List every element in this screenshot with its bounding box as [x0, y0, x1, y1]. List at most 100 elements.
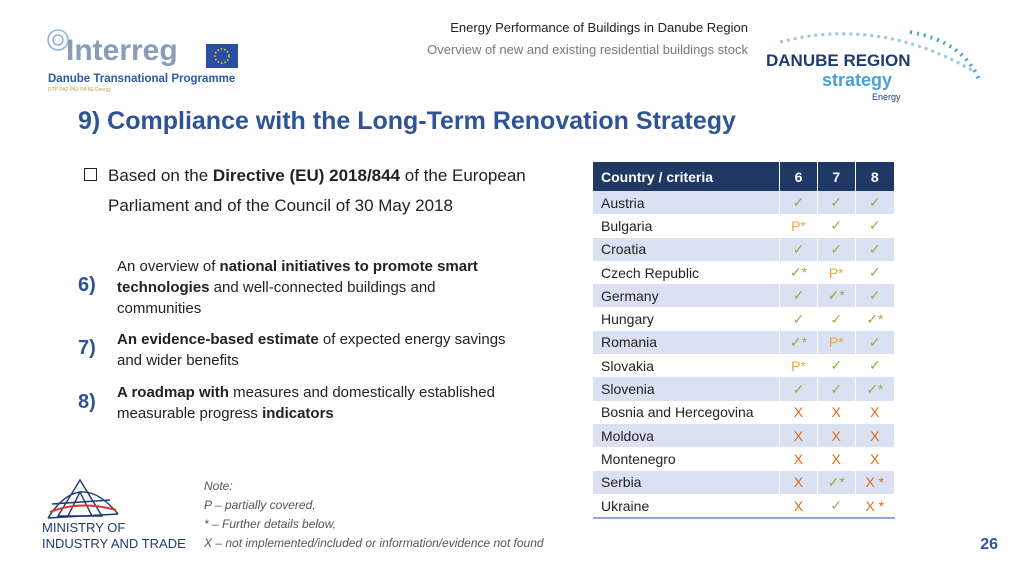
item-text: An overview of national initiatives to p…	[117, 256, 507, 319]
status-cell: ✓	[779, 237, 818, 261]
status-cell: ✓	[779, 307, 818, 331]
status-cell: ✓*	[779, 260, 818, 285]
item-text: A roadmap with measures and domestically…	[117, 382, 507, 424]
status-cell: X	[779, 423, 818, 448]
status-cell: ✓	[817, 377, 856, 401]
bullet-box	[84, 168, 97, 181]
table-row: Serbia X ✓* X *	[593, 470, 896, 494]
note-line: X – not implemented/included or informat…	[204, 536, 544, 550]
status-cell: X	[817, 423, 856, 448]
table-row: Romania ✓* P* ✓	[593, 330, 896, 355]
status-cell: ✓*	[817, 284, 856, 308]
table-row: Slovenia ✓ ✓ ✓*	[593, 377, 896, 401]
status-cell: X	[855, 447, 896, 471]
status-cell: X	[779, 447, 818, 471]
table-row: Bulgaria P* ✓ ✓	[593, 214, 896, 238]
country-cell: Bulgaria	[593, 214, 781, 238]
table-row: Montenegro X X X	[593, 447, 896, 471]
item-part: of expected energy savings and wider ben…	[117, 331, 506, 369]
compliance-table: Country / criteria 6 7 8 Austria ✓ ✓ ✓ Bulgaria…	[593, 162, 896, 520]
programme-small: DTP PA2 PA3 PA 6E Energy	[48, 87, 111, 93]
interreg-text: Interreg	[66, 34, 178, 67]
intro: Based on the Directive (EU) 2018/844 of …	[84, 161, 584, 215]
country-cell: Czech Republic	[593, 260, 781, 285]
status-cell: ✓	[855, 214, 896, 238]
status-cell: ✓*	[855, 377, 896, 401]
status-cell: X	[779, 400, 818, 424]
table-header: Country / criteria 6 7 8	[593, 162, 896, 191]
status-cell: ✓	[817, 354, 856, 378]
country-cell: Germany	[593, 284, 781, 308]
status-cell: X	[779, 470, 818, 494]
status-cell: ✓	[779, 191, 818, 215]
strategy-arc	[779, 32, 976, 74]
table-row: Moldova X X X	[593, 423, 896, 448]
ministry-line2: INDUSTRY AND TRADE	[42, 536, 186, 551]
status-cell: P*	[817, 260, 856, 285]
status-cell: ✓	[817, 307, 856, 331]
status-cell: P*	[779, 214, 818, 238]
table-body: Austria ✓ ✓ ✓ Bulgaria P* ✓ ✓ Croatia ✓ ✓ ✓ Czech Re…	[593, 191, 896, 520]
status-cell: ✓	[817, 214, 856, 238]
strategy-logo: DANUBE REGION strategy Energy	[766, 30, 982, 102]
status-cell: X	[817, 400, 856, 424]
country-cell: Ukraine	[593, 493, 781, 520]
ministry-line1: MINISTRY OF	[42, 520, 125, 535]
header-cell: 6	[779, 162, 818, 191]
status-cell: X *	[855, 470, 896, 494]
item-bold: A roadmap with	[117, 384, 229, 401]
status-cell: X	[855, 400, 896, 424]
header-cell: 7	[817, 162, 856, 191]
country-cell: Montenegro	[593, 447, 781, 471]
status-cell: ✓	[779, 284, 818, 308]
status-cell: ✓	[817, 493, 856, 520]
status-cell: X *	[855, 493, 896, 520]
strategy-line1: DANUBE REGION	[766, 51, 911, 70]
status-cell: ✓*	[817, 470, 856, 494]
strategy-line2: strategy	[822, 70, 892, 90]
header-line2: Overview of new and existing residential…	[427, 42, 748, 57]
table-row: Slovakia P* ✓ ✓	[593, 354, 896, 378]
item-bold: An evidence-based estimate	[117, 331, 319, 348]
status-cell: ✓	[779, 377, 818, 401]
slide-title: 9) Compliance with the Long-Term Renovat…	[78, 107, 736, 135]
item-part: An overview of	[117, 258, 220, 275]
ministry-logo: MINISTRY OF INDUSTRY AND TRADE	[42, 478, 186, 551]
country-cell: Hungary	[593, 307, 781, 331]
table-row: Croatia ✓ ✓ ✓	[593, 237, 896, 261]
intro-text: Based on the Directive (EU) 2018/844 of …	[108, 161, 588, 221]
country-cell: Serbia	[593, 470, 781, 494]
page-number: 26	[980, 536, 998, 553]
status-cell: P*	[817, 330, 856, 355]
country-cell: Slovenia	[593, 377, 781, 401]
item-number: 8)	[78, 391, 96, 413]
status-cell: ✓	[817, 237, 856, 261]
table-row: Hungary ✓ ✓ ✓*	[593, 307, 896, 331]
item-part: and well-connected buildings and communi…	[117, 279, 436, 317]
item-bold: indicators	[262, 405, 334, 422]
country-cell: Slovakia	[593, 354, 781, 378]
intro-part: Based on the	[108, 166, 213, 185]
note-line: Note:	[204, 479, 233, 493]
intro-bold: Directive (EU) 2018/844	[212, 166, 401, 185]
item-number: 7)	[78, 337, 96, 359]
header-cell: Country / criteria	[593, 162, 781, 191]
table-row: Czech Republic ✓* P* ✓	[593, 260, 896, 285]
note-line: * – Further details below,	[204, 517, 337, 531]
header-cell: 8	[855, 162, 896, 191]
status-cell: ✓	[855, 237, 896, 261]
strategy-line3: Energy	[872, 92, 901, 102]
header-line1: Energy Performance of Buildings in Danub…	[450, 20, 748, 35]
status-cell: ✓*	[855, 307, 896, 331]
item-text: An evidence-based estimate of expected e…	[117, 329, 507, 371]
status-cell: ✓	[855, 330, 896, 355]
eu-stars	[214, 48, 230, 64]
note-line: P – partially covered,	[204, 498, 316, 512]
status-cell: P*	[779, 354, 818, 378]
item-number: 6)	[78, 274, 96, 296]
intro-part: of the European Parliament and of the Co…	[108, 166, 526, 215]
note: Note: P – partially covered, * – Further…	[204, 477, 544, 553]
table-row: Ukraine X ✓ X *	[593, 493, 896, 520]
